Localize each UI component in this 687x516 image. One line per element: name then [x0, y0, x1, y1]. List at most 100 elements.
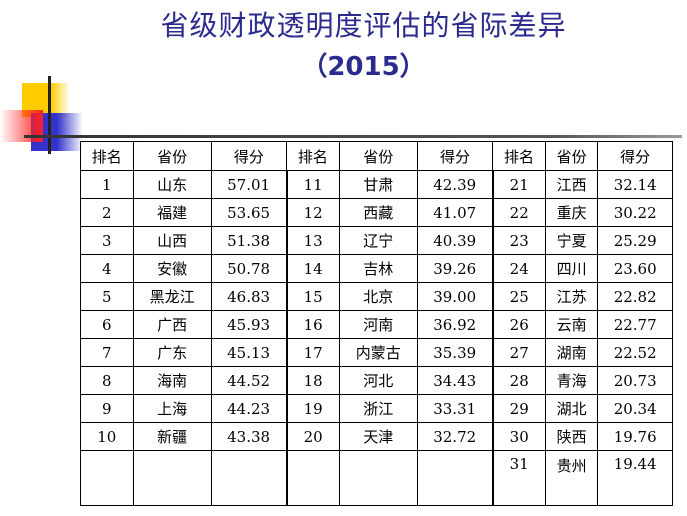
table-row: 10 新疆 43.38 20 天津 32.72 30 陕西 19.76	[80, 422, 673, 451]
province-cell: 广东	[132, 338, 212, 367]
score-cell: 32.72	[416, 422, 494, 451]
province-cell: 河北	[338, 366, 418, 395]
score-cell: 44.23	[210, 394, 288, 423]
province-cell: 安徽	[132, 254, 212, 283]
score-cell: 41.07	[416, 198, 494, 227]
rank-cell: 2	[80, 198, 134, 227]
score-cell: 40.39	[416, 226, 494, 255]
province-cell: 天津	[338, 422, 418, 451]
province-cell: 河南	[338, 310, 418, 339]
score-cell: 22.52	[597, 338, 673, 367]
province-cell: 重庆	[544, 198, 599, 227]
rank-cell: 25	[492, 282, 546, 311]
table-row: 5 黑龙江 46.83 15 北京 39.00 25 江苏 22.82	[80, 282, 673, 311]
score-cell	[416, 450, 494, 506]
rank-cell: 22	[492, 198, 546, 227]
score-cell: 32.14	[597, 170, 673, 199]
province-cell: 贵州	[544, 450, 599, 506]
table-row: 1 山东 57.01 11 甘肃 42.39 21 江西 32.14	[80, 170, 673, 199]
column-header: 排名	[80, 141, 134, 171]
decor-vertical-line	[48, 76, 51, 154]
rank-cell: 10	[80, 422, 134, 451]
rank-cell: 1	[80, 170, 134, 199]
score-cell: 22.82	[597, 282, 673, 311]
rank-cell: 28	[492, 366, 546, 395]
table-header: 排名 省份 得分 排名 省份 得分 排名 省份 得分	[80, 141, 673, 171]
rank-cell: 17	[286, 338, 340, 367]
column-header: 省份	[132, 141, 212, 171]
table-row: 9 上海 44.23 19 浙江 33.31 29 湖北 20.34	[80, 394, 673, 423]
province-cell: 西藏	[338, 198, 418, 227]
rank-cell: 12	[286, 198, 340, 227]
rank-cell: 6	[80, 310, 134, 339]
score-cell: 33.31	[416, 394, 494, 423]
province-cell: 内蒙古	[338, 338, 418, 367]
score-cell: 42.39	[416, 170, 494, 199]
province-cell: 上海	[132, 394, 212, 423]
score-cell: 51.38	[210, 226, 288, 255]
province-cell: 青海	[544, 366, 599, 395]
province-cell: 海南	[132, 366, 212, 395]
rank-cell: 3	[80, 226, 134, 255]
score-cell: 34.43	[416, 366, 494, 395]
rank-cell: 24	[492, 254, 546, 283]
province-cell: 甘肃	[338, 170, 418, 199]
table-row: 4 安徽 50.78 14 吉林 39.26 24 四川 23.60	[80, 254, 673, 283]
column-header: 得分	[210, 141, 288, 171]
slide-subtitle: （2015）	[301, 52, 426, 82]
rank-cell: 13	[286, 226, 340, 255]
rank-cell: 18	[286, 366, 340, 395]
table-row: 8 海南 44.52 18 河北 34.43 28 青海 20.73	[80, 366, 673, 395]
score-cell: 46.83	[210, 282, 288, 311]
rank-cell: 5	[80, 282, 134, 311]
table-row: 6 广西 45.93 16 河南 36.92 26 云南 22.77	[80, 310, 673, 339]
score-cell: 23.60	[597, 254, 673, 283]
table-row: 2 福建 53.65 12 西藏 41.07 22 重庆 30.22	[80, 198, 673, 227]
column-header: 省份	[544, 141, 599, 171]
score-cell	[210, 450, 288, 506]
decor-horizontal-line	[24, 135, 682, 138]
rank-cell: 27	[492, 338, 546, 367]
rank-cell	[80, 450, 134, 506]
rank-cell: 14	[286, 254, 340, 283]
province-cell: 福建	[132, 198, 212, 227]
province-cell: 云南	[544, 310, 599, 339]
score-cell: 44.52	[210, 366, 288, 395]
table-row: 7 广东 45.13 17 内蒙古 35.39 27 湖南 22.52	[80, 338, 673, 367]
province-cell: 北京	[338, 282, 418, 311]
province-cell: 宁夏	[544, 226, 599, 255]
rank-cell: 8	[80, 366, 134, 395]
rank-cell: 11	[286, 170, 340, 199]
score-cell: 43.38	[210, 422, 288, 451]
score-cell: 57.01	[210, 170, 288, 199]
column-header: 排名	[286, 141, 340, 171]
rank-cell	[286, 450, 340, 506]
province-cell: 陕西	[544, 422, 599, 451]
score-cell: 45.13	[210, 338, 288, 367]
column-header: 得分	[416, 141, 494, 171]
rank-cell: 30	[492, 422, 546, 451]
score-cell: 25.29	[597, 226, 673, 255]
score-cell: 30.22	[597, 198, 673, 227]
table-row: 31 贵州 19.44	[80, 450, 673, 506]
province-cell: 吉林	[338, 254, 418, 283]
rank-cell: 31	[492, 450, 546, 506]
rank-cell: 7	[80, 338, 134, 367]
rank-cell: 9	[80, 394, 134, 423]
province-cell	[132, 450, 212, 506]
score-cell: 53.65	[210, 198, 288, 227]
province-cell: 湖北	[544, 394, 599, 423]
province-cell: 江苏	[544, 282, 599, 311]
rank-cell: 26	[492, 310, 546, 339]
province-cell: 江西	[544, 170, 599, 199]
province-cell: 广西	[132, 310, 212, 339]
score-cell: 20.34	[597, 394, 673, 423]
rank-cell: 20	[286, 422, 340, 451]
table-row: 3 山西 51.38 13 辽宁 40.39 23 宁夏 25.29	[80, 226, 673, 255]
score-cell: 19.76	[597, 422, 673, 451]
score-cell: 36.92	[416, 310, 494, 339]
province-cell: 山西	[132, 226, 212, 255]
column-header: 得分	[597, 141, 673, 171]
rank-cell: 21	[492, 170, 546, 199]
province-cell: 山东	[132, 170, 212, 199]
